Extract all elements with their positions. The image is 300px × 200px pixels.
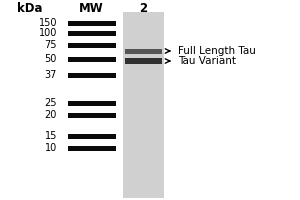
Text: 20: 20 <box>45 110 57 120</box>
Text: 100: 100 <box>39 28 57 38</box>
Text: MW: MW <box>79 1 104 15</box>
Bar <box>124 48 162 53</box>
Text: 75: 75 <box>44 40 57 50</box>
Bar <box>68 30 116 36</box>
Text: Tau Variant: Tau Variant <box>178 56 236 66</box>
Bar <box>68 56 116 62</box>
Bar <box>68 43 116 47</box>
Text: 37: 37 <box>45 70 57 80</box>
Text: 2: 2 <box>139 1 147 15</box>
Text: 25: 25 <box>44 98 57 108</box>
Bar <box>68 101 116 106</box>
Bar <box>124 58 162 64</box>
Bar <box>68 21 116 25</box>
Text: 150: 150 <box>38 18 57 28</box>
Text: kDa: kDa <box>17 1 43 15</box>
Bar <box>123 12 164 198</box>
Bar <box>68 134 116 139</box>
Text: 50: 50 <box>45 54 57 64</box>
Bar <box>68 72 116 77</box>
Text: 10: 10 <box>45 143 57 153</box>
Bar <box>68 112 116 117</box>
Text: 15: 15 <box>45 131 57 141</box>
Text: Full Length Tau: Full Length Tau <box>178 46 256 56</box>
Bar <box>68 146 116 151</box>
